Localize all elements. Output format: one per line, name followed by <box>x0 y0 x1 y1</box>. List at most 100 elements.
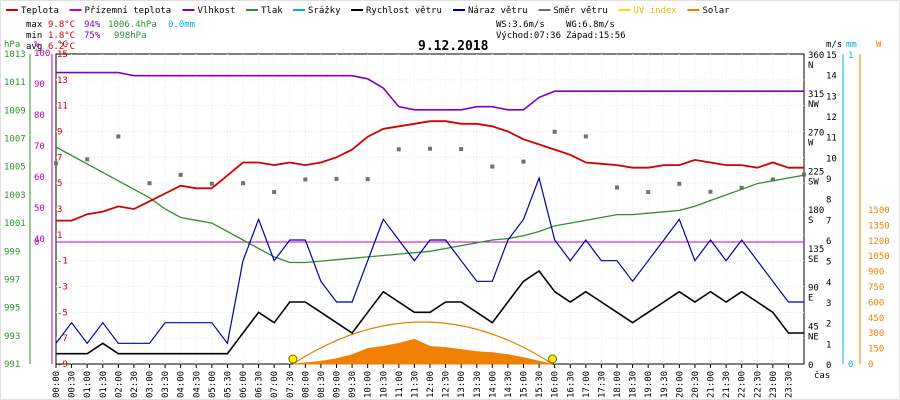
axis-tick-degc: 5 <box>57 179 62 189</box>
axis-tick-w: 900 <box>868 268 884 278</box>
x-tick-label: 21:00 <box>707 371 717 398</box>
x-tick-label: 00:00 <box>52 371 62 398</box>
stat-max-rain: 0.0mm <box>168 20 195 30</box>
wind-dir-point <box>646 190 651 195</box>
axis-title-degc: °C <box>57 40 68 50</box>
axis-tick-degc: 1 <box>57 231 62 241</box>
axis-tick-ms: 9 <box>826 175 831 185</box>
axis-tick-hpa: 995 <box>4 304 20 314</box>
axis-tick-ms: 14 <box>826 72 837 82</box>
x-tick-label: 07:00 <box>270 371 280 398</box>
x-tick-label: 06:00 <box>239 371 249 398</box>
axis-tick-w: 750 <box>868 283 884 293</box>
axis-tick-pct: 0 <box>34 238 39 248</box>
x-tick-label: 15:30 <box>535 371 545 398</box>
wind-dir-point <box>459 147 464 152</box>
legend-label: Vlhkost <box>198 6 236 16</box>
legend-label: Srážky <box>308 6 341 16</box>
axis-tick-dir: W <box>808 139 814 149</box>
axis-tick-degc: 3 <box>57 205 62 215</box>
axis-tick-hpa: 1007 <box>4 135 26 145</box>
series-temperature <box>56 120 804 222</box>
stat-min-temp: 1.8°C <box>48 31 75 41</box>
axis-tick-ms: 8 <box>826 196 831 206</box>
x-tick-label: 01:30 <box>99 371 109 398</box>
axis-tick-hpa: 999 <box>4 247 20 257</box>
x-tick-label: 10:00 <box>364 371 374 398</box>
legend-label: Solar <box>703 6 731 16</box>
x-tick-label: 13:30 <box>473 371 483 398</box>
axis-tick-hpa: 1013 <box>4 50 26 60</box>
axis-tick-degc: -5 <box>57 308 68 318</box>
axis-tick-degc: -1 <box>57 257 68 267</box>
axis-tick-dir: 45 <box>808 322 819 332</box>
legend-label: Tlak <box>261 6 283 16</box>
axis-tick-dir: E <box>808 294 813 304</box>
axis-tick-ms: 4 <box>826 278 831 288</box>
axis-tick-w: 300 <box>868 329 884 339</box>
sunrise-marker <box>288 354 298 364</box>
axis-tick-pct: 40 <box>34 235 45 245</box>
axis-title-mm: mm <box>846 40 857 50</box>
solar-area <box>292 338 552 365</box>
axis-tick-degc: -9 <box>57 360 68 370</box>
axis-tick-w: 1500 <box>868 206 890 216</box>
series-wind-gust <box>55 175 804 345</box>
axis-tick-ms: 1 <box>826 340 831 350</box>
axis-tick-dir: NE <box>808 332 819 342</box>
axis-tick-w: 600 <box>868 298 884 308</box>
axis-tick-degc: 11 <box>57 102 68 112</box>
axis-tick-pct: 50 <box>34 204 45 214</box>
x-tick-label: 01:00 <box>83 371 93 398</box>
axis-tick-degc: 7 <box>57 153 62 163</box>
axis-tick-hpa: 991 <box>4 360 20 370</box>
wind-dir-point <box>303 177 308 182</box>
stat-sunset: Západ:15:56 <box>566 31 626 41</box>
solar-series <box>288 321 557 365</box>
axis-tick-pct: 80 <box>34 111 45 121</box>
legend-label: Směr větru <box>554 6 608 16</box>
x-tick-label: 23:30 <box>784 371 794 398</box>
axis-tick-ms: 15 <box>826 51 837 61</box>
axis-tick-mm: 0 <box>848 360 853 370</box>
x-axis-label: čas <box>814 370 830 381</box>
legend-label: Teplota <box>21 6 59 16</box>
axis-tick-dir: 270 <box>808 129 824 139</box>
x-tick-label: 20:30 <box>691 371 701 398</box>
stat-wg: WG:6.8m/s <box>566 20 615 30</box>
axis-tick-dir: S <box>808 216 813 226</box>
axis-tick-dir: NW <box>808 100 819 110</box>
axis-tick-dir: 0 <box>808 361 813 371</box>
x-tick-label: 03:30 <box>161 371 171 398</box>
series-humidity <box>56 71 804 111</box>
wind-dir-point <box>334 176 339 181</box>
wind-dir-point <box>85 157 90 162</box>
legend-label: Rychlost větru <box>366 6 442 16</box>
stat-max-label: max <box>26 20 43 30</box>
x-tick-label: 09:30 <box>348 371 358 398</box>
sunset-marker <box>547 354 557 364</box>
axis-tick-dir: SE <box>808 255 819 265</box>
axis-tick-pct: 70 <box>34 142 45 152</box>
series-lines <box>55 71 805 355</box>
axis-tick-pct: 90 <box>34 80 45 90</box>
x-tick-label: 04:30 <box>192 371 202 398</box>
wind-dir-point <box>490 164 495 169</box>
x-tick-label: 05:30 <box>223 371 233 398</box>
axis-tick-dir: 180 <box>808 206 824 216</box>
x-tick-label: 21:30 <box>722 371 732 398</box>
axis-tick-degc: 13 <box>57 76 68 86</box>
axis-tick-w: 0 <box>868 360 873 370</box>
x-tick-label: 08:00 <box>301 371 311 398</box>
axis-tick-ms: 5 <box>826 258 831 268</box>
axis-tick-w: 150 <box>868 345 884 355</box>
wind-dir-point <box>365 177 370 182</box>
x-axis-ticks: 00:00 00:30 01:00 01:30 02:00 02:30 03:00 03:30… <box>52 364 794 398</box>
axis-tick-w: 1200 <box>868 237 890 247</box>
x-tick-label: 19:30 <box>660 371 670 398</box>
x-tick-label: 18:30 <box>629 371 639 398</box>
axis-tick-ms: 12 <box>826 113 837 123</box>
x-tick-label: 03:00 <box>146 371 156 398</box>
